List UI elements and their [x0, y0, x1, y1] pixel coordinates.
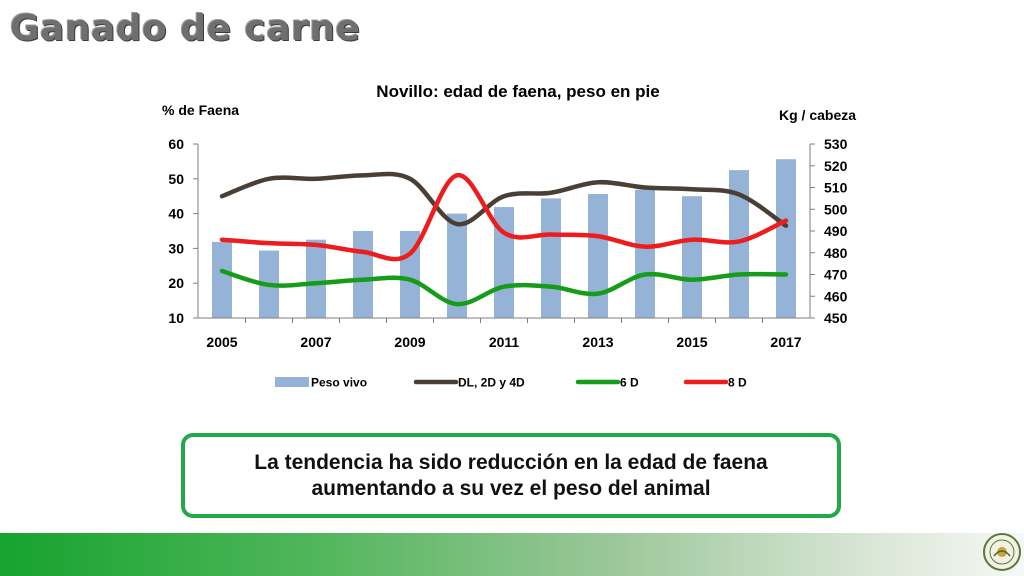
- x-tick-label: 2013: [582, 334, 613, 350]
- bar-peso-vivo: [541, 198, 561, 318]
- bar-peso-vivo: [447, 213, 467, 318]
- legend-8d-label: 8 D: [728, 376, 747, 390]
- right-tick-label: 530: [824, 136, 848, 152]
- right-tick-label: 460: [824, 288, 848, 304]
- x-tick-label: 2011: [489, 334, 520, 350]
- right-tick-label: 520: [824, 158, 848, 174]
- bar-peso-vivo: [635, 189, 655, 318]
- bar-peso-vivo: [306, 239, 326, 318]
- footer-band: [0, 533, 1024, 576]
- association-seal-logo: [983, 533, 1021, 571]
- legend-peso-vivo-swatch: [275, 377, 309, 387]
- bar-peso-vivo: [400, 231, 420, 318]
- chart-title: Novillo: edad de faena, peso en pie: [376, 82, 659, 101]
- left-axis-label: % de Faena: [162, 102, 239, 118]
- x-tick-label: 2015: [676, 334, 707, 350]
- left-tick-label: 20: [168, 275, 184, 291]
- bar-peso-vivo: [212, 241, 232, 318]
- right-tick-label: 510: [824, 180, 848, 196]
- x-tick-label: 2009: [394, 334, 425, 350]
- right-tick-label: 500: [824, 201, 848, 217]
- bar-peso-vivo: [588, 194, 608, 318]
- legend: Peso vivo DL, 2D y 4D 6 D 8 D: [275, 376, 747, 390]
- bar-peso-vivo: [729, 170, 749, 318]
- line-8d: [219, 173, 789, 262]
- left-tick-label: 60: [168, 136, 184, 152]
- x-tick-label: 2007: [300, 334, 331, 350]
- left-tick-label: 40: [168, 206, 184, 222]
- bar-peso-vivo: [682, 196, 702, 318]
- callout-box: La tendencia ha sido reducción en la eda…: [181, 433, 841, 518]
- chart: Novillo: edad de faena, peso en pie % de…: [162, 82, 856, 390]
- bar-peso-vivo: [353, 231, 373, 318]
- plot-area: 10 20 30 40 50 60 450 460 470 480 490 500 510 520 530 2…: [168, 136, 847, 350]
- right-tick-label: 480: [824, 245, 848, 261]
- left-tick-label: 50: [168, 171, 184, 187]
- line-6d: [219, 268, 789, 307]
- legend-6d-label: 6 D: [620, 376, 639, 390]
- callout-text: La tendencia ha sido reducción en la eda…: [254, 450, 768, 500]
- left-tick-label: 30: [168, 240, 184, 256]
- left-tick-label: 10: [168, 310, 184, 326]
- slide-title: Ganado de carne: [10, 8, 361, 49]
- bar-peso-vivo: [776, 159, 796, 318]
- right-tick-label: 490: [824, 223, 848, 239]
- x-tick-label: 2005: [206, 334, 237, 350]
- line-dl-2d-4d: [219, 171, 789, 229]
- right-tick-label: 450: [824, 310, 848, 326]
- legend-peso-vivo-label: Peso vivo: [311, 376, 367, 390]
- right-tick-label: 470: [824, 267, 848, 283]
- x-tick-label: 2017: [770, 334, 801, 350]
- right-axis-label: Kg / cabeza: [779, 107, 856, 123]
- legend-dl-2d-4d-label: DL, 2D y 4D: [458, 376, 525, 390]
